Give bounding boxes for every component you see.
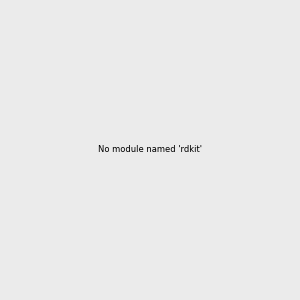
Text: No module named 'rdkit': No module named 'rdkit' [98, 146, 202, 154]
